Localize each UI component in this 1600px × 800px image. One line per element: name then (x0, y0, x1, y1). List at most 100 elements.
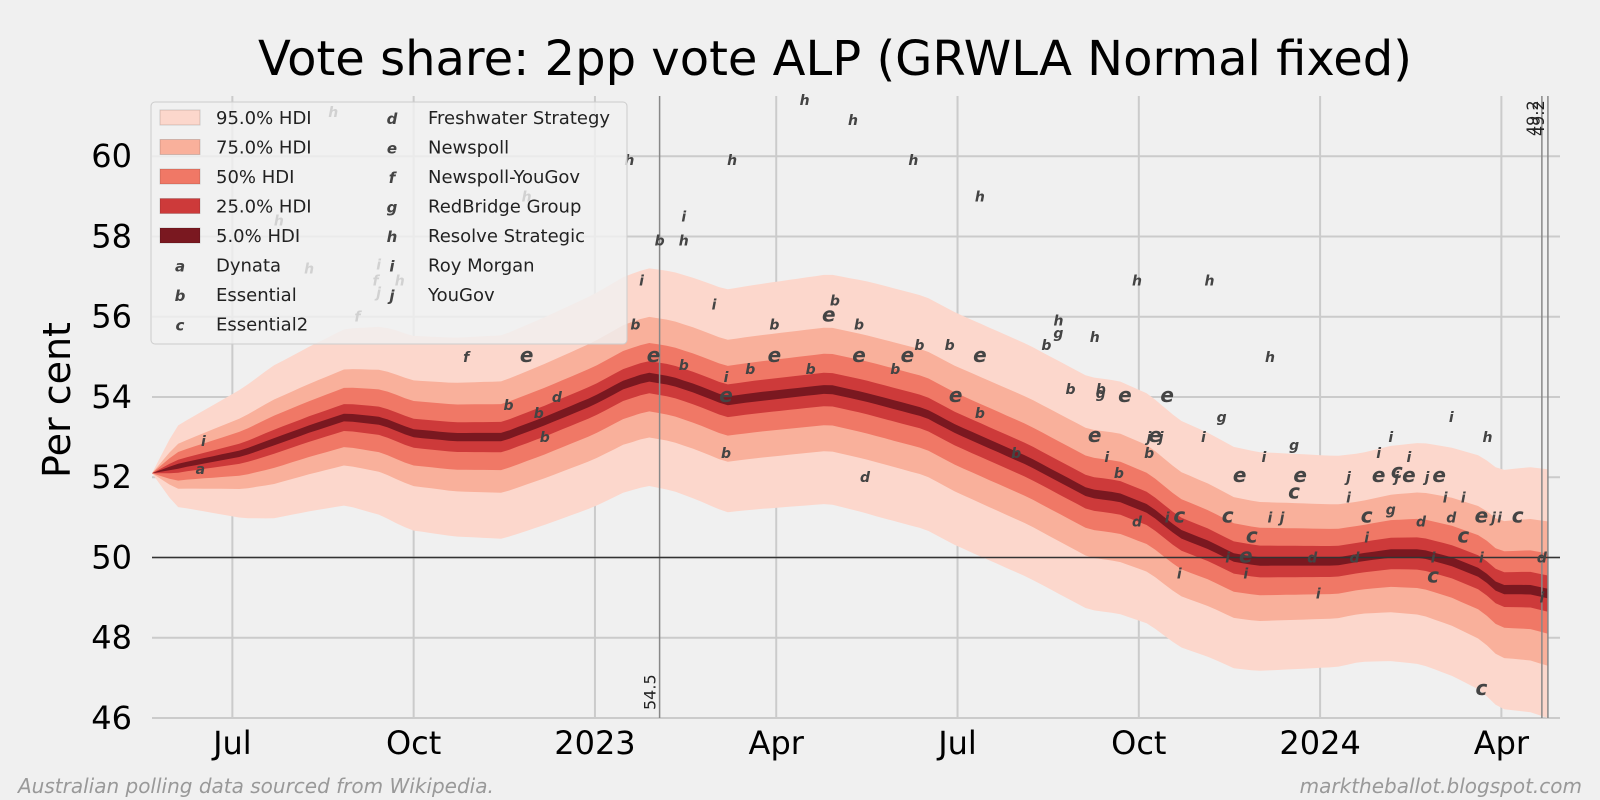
poll-marker: b (854, 318, 864, 334)
poll-marker: c (1288, 479, 1300, 503)
x-tick-label: Jul (211, 724, 252, 762)
legend-marker: h (387, 228, 398, 246)
poll-marker: i (1461, 490, 1466, 506)
legend-swatch (159, 139, 201, 155)
poll-marker: j (1423, 470, 1430, 486)
legend-label: Resolve Strategic (428, 226, 585, 247)
legend-marker: d (387, 110, 398, 128)
poll-marker: h (1265, 350, 1275, 366)
poll-marker: i (681, 209, 686, 225)
legend-label: Newspoll (428, 138, 509, 159)
poll-marker: c (1457, 523, 1469, 547)
legend-label: YouGov (427, 285, 495, 306)
poll-marker: d (1416, 514, 1427, 530)
poll-marker: h (975, 189, 985, 205)
poll-marker: i (1268, 510, 1273, 526)
legend-label: Dynata (216, 256, 281, 277)
poll-marker: h (908, 153, 918, 169)
x-tick-label: 2024 (1279, 724, 1360, 762)
poll-marker: e (1475, 503, 1489, 527)
poll-marker: b (1041, 338, 1051, 354)
legend-swatch (159, 198, 201, 214)
x-tick-label: Oct (1111, 724, 1166, 762)
poll-marker: c (1427, 564, 1439, 588)
legend-label: 75.0% HDI (216, 138, 312, 159)
y-tick-label: 58 (91, 217, 132, 255)
poll-marker: i (1479, 550, 1484, 566)
legend-label: Roy Morgan (428, 256, 535, 277)
poll-marker: d (1350, 550, 1361, 566)
poll-marker: h (1483, 430, 1493, 446)
y-tick-label: 46 (91, 699, 132, 737)
poll-marker: b (1011, 446, 1021, 462)
poll-marker: i (201, 434, 206, 450)
poll-marker: e (1239, 543, 1253, 567)
y-tick-label: 56 (91, 298, 132, 336)
poll-marker: b (914, 338, 924, 354)
poll-marker: j (1145, 430, 1152, 446)
poll-marker: e (1293, 463, 1307, 487)
hdi-band (152, 372, 1548, 599)
poll-marker: c (1173, 503, 1185, 527)
poll-marker: b (655, 233, 665, 249)
poll-marker: e (1402, 463, 1416, 487)
hdi-bands (152, 268, 1548, 718)
poll-marker: e (1148, 423, 1162, 447)
poll-marker: i (1364, 530, 1369, 546)
poll-marker: d (1537, 550, 1548, 566)
poll-marker: d (860, 470, 871, 486)
poll-marker: d (1446, 510, 1457, 526)
legend-label: Freshwater Strategy (428, 108, 610, 129)
y-tick-label: 54 (91, 378, 132, 416)
poll-marker: g (1386, 502, 1396, 518)
legend-label: 25.0% HDI (216, 197, 312, 218)
poll-marker: b (504, 398, 514, 414)
poll-marker: b (830, 294, 840, 310)
poll-marker: e (520, 343, 534, 367)
poll-marker: i (1243, 567, 1248, 583)
poll-marker: i (1497, 510, 1502, 526)
poll-marker: b (806, 362, 816, 378)
poll-marker: i (1407, 450, 1412, 466)
footer-source: Australian polling data sourced from Wik… (16, 774, 494, 798)
legend-marker: f (389, 169, 398, 187)
legend-box (150, 101, 628, 345)
poll-marker: b (679, 358, 689, 374)
legend-label: RedBridge Group (428, 197, 581, 218)
poll-marker: e (1160, 383, 1174, 407)
y-axis-label: Per cent (35, 322, 79, 478)
poll-marker: j (1157, 430, 1164, 446)
poll-marker: e (1372, 463, 1386, 487)
poll-marker: i (1376, 446, 1381, 462)
poll-marker: a (196, 462, 205, 478)
poll-marker: i (639, 274, 644, 290)
footer-site: marktheballot.blogspot.com (1300, 774, 1582, 798)
poll-marker: i (1261, 450, 1266, 466)
poll-marker: g (1289, 438, 1299, 454)
y-tick-label: 50 (91, 538, 132, 576)
poll-marker: g (1217, 410, 1227, 426)
poll-marker: h (848, 113, 858, 129)
poll-marker: h (1205, 274, 1215, 290)
poll-marker: b (630, 318, 640, 334)
legend-marker: j (387, 287, 395, 305)
poll-marker: i (712, 298, 717, 314)
poll-marker: e (973, 343, 987, 367)
poll-marker: j (1344, 470, 1351, 486)
poll-marker: i (1201, 430, 1206, 446)
poll-marker: b (1144, 446, 1154, 462)
poll-marker: i (1539, 591, 1544, 607)
legend-label: 95.0% HDI (216, 108, 312, 129)
vertical-markers: 54.5 49.249.2 (641, 96, 1549, 718)
poll-marker: f (463, 350, 471, 366)
poll-marker: c (1391, 459, 1403, 483)
x-tick-label: Jul (936, 724, 977, 762)
poll-marker: j (1489, 510, 1496, 526)
poll-marker: i (1177, 567, 1182, 583)
poll-marker: b (890, 362, 900, 378)
poll-marker: c (1222, 503, 1234, 527)
poll-marker: b (945, 338, 955, 354)
poll-marker: e (1118, 383, 1132, 407)
poll-marker: i (1316, 587, 1321, 603)
legend: 95.0% HDI 75.0% HDI 50% HDI 25.0% HDI 5.0% H… (150, 101, 628, 345)
